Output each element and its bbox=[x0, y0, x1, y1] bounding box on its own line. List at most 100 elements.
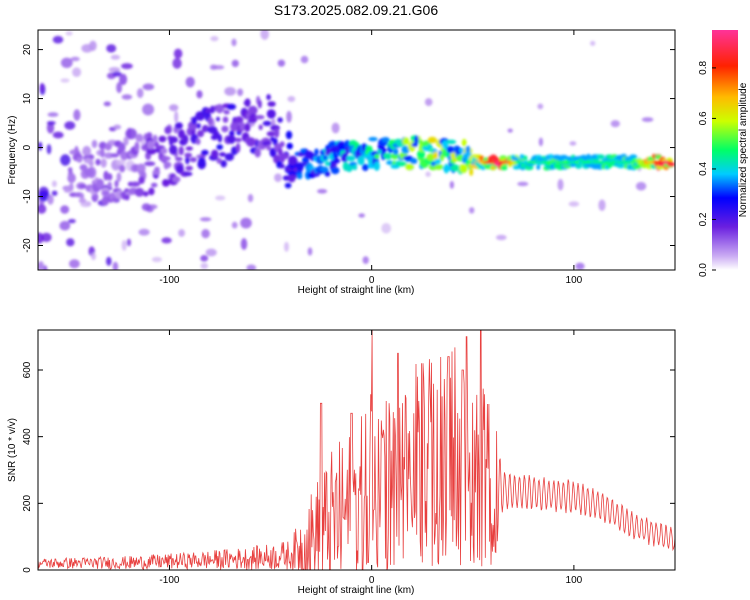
x-tick-label: 100 bbox=[566, 275, 583, 286]
spectral-ridge-blob bbox=[288, 155, 298, 166]
spectral-ridge-blob bbox=[185, 156, 190, 165]
spectral-ridge-blob bbox=[82, 145, 91, 156]
spectral-noise-blob bbox=[121, 94, 133, 100]
spectral-noise-blob bbox=[142, 103, 155, 116]
spectral-ridge-blob bbox=[285, 130, 293, 140]
spectral-ridge-blob bbox=[100, 158, 107, 168]
spectral-noise-blob bbox=[200, 254, 209, 262]
spectral-ridge-blob bbox=[296, 173, 303, 180]
spectral-ridge-blob bbox=[300, 148, 306, 153]
spectral-noise-blob bbox=[231, 59, 239, 68]
spectral-noise-blob bbox=[103, 101, 112, 107]
spectral-noise-blob bbox=[106, 256, 112, 266]
spectral-ridge-blob bbox=[216, 116, 220, 122]
spectral-noise-blob bbox=[610, 120, 620, 128]
x-tick-label: -100 bbox=[159, 575, 179, 586]
spectral-ridge-blob bbox=[616, 163, 626, 169]
spectral-ridge-blob bbox=[123, 136, 129, 146]
spectral-noise-blob bbox=[274, 173, 282, 182]
spectral-noise-blob bbox=[425, 171, 431, 177]
spectral-ridge-blob bbox=[500, 165, 508, 171]
spectral-noise-blob bbox=[231, 38, 237, 47]
spectral-ridge-blob bbox=[442, 165, 452, 172]
spectral-ridge-blob bbox=[322, 155, 328, 161]
spectral-noise-blob bbox=[142, 83, 155, 91]
spectrogram-frame bbox=[37, 29, 676, 271]
spectral-noise-blob bbox=[38, 141, 43, 151]
spectral-noise-blob bbox=[424, 98, 433, 107]
y-tick-label: 400 bbox=[22, 428, 33, 445]
spectral-ridge-blob bbox=[381, 147, 387, 154]
spectral-ridge-blob bbox=[266, 94, 271, 101]
spectral-ridge-blob bbox=[143, 191, 149, 197]
spectral-ridge-blob bbox=[150, 182, 158, 188]
spectral-ridge-blob bbox=[222, 116, 229, 123]
spectral-ridge-blob bbox=[401, 145, 410, 154]
colorbar-tick-label: 0.8 bbox=[698, 61, 709, 75]
spectral-ridge-blob bbox=[523, 155, 528, 161]
spectral-ridge-blob bbox=[154, 166, 160, 172]
spectral-ridge-blob bbox=[234, 116, 244, 124]
spectral-noise-blob bbox=[38, 232, 44, 244]
spectral-ridge-blob bbox=[98, 141, 106, 150]
spectral-noise-blob bbox=[121, 63, 133, 70]
spectral-noise-blob bbox=[247, 194, 254, 203]
spectral-noise-blob bbox=[136, 88, 144, 99]
spectral-ridge-blob bbox=[172, 176, 181, 183]
spectral-ridge-blob bbox=[403, 155, 413, 161]
spectral-ridge-blob bbox=[184, 152, 192, 158]
spectral-noise-blob bbox=[240, 217, 252, 229]
spectral-noise-blob bbox=[106, 44, 117, 53]
spectral-ridge-blob bbox=[446, 146, 455, 154]
spectral-ridge-blob bbox=[111, 197, 118, 202]
spectral-noise-blob bbox=[72, 67, 82, 77]
spectral-ridge-blob bbox=[117, 142, 126, 153]
spectral-noise-blob bbox=[43, 265, 48, 270]
spectral-noise-blob bbox=[52, 35, 64, 44]
spectral-ridge-blob bbox=[95, 178, 104, 189]
spectral-noise-blob bbox=[81, 44, 93, 53]
spectral-ridge-blob bbox=[344, 140, 351, 150]
spectral-ridge-blob bbox=[409, 157, 418, 165]
spectral-noise-blob bbox=[108, 67, 121, 73]
spectral-ridge-blob bbox=[78, 184, 87, 189]
spectral-ridge-blob bbox=[130, 181, 141, 187]
spectral-ridge-blob bbox=[433, 164, 444, 170]
spectral-noise-blob bbox=[200, 262, 209, 270]
spectral-noise-blob bbox=[246, 264, 257, 270]
spectral-noise-blob bbox=[39, 82, 45, 92]
y-tick-label: 600 bbox=[22, 361, 33, 378]
spectral-core-blob bbox=[667, 160, 673, 164]
y-tick-label: 0 bbox=[22, 567, 33, 573]
spectral-ridge-blob bbox=[373, 161, 380, 171]
spectral-noise-blob bbox=[46, 121, 56, 125]
spectral-ridge-blob bbox=[308, 165, 315, 171]
spectral-ridge-blob bbox=[434, 158, 441, 165]
colorbar-ticks: 0.0 0.2 0.4 0.6 0.8 bbox=[698, 61, 716, 277]
spectral-noise-blob bbox=[205, 248, 217, 257]
spectral-noise-blob bbox=[112, 71, 122, 77]
spectral-noise-blob bbox=[64, 121, 76, 130]
spectral-ridge-blob bbox=[446, 139, 457, 145]
spectral-ridge-blob bbox=[243, 100, 251, 106]
spectral-ridge-blob bbox=[216, 144, 223, 150]
spectral-noise-blob bbox=[568, 201, 580, 207]
spectral-noise-blob bbox=[557, 178, 564, 191]
spectral-ridge-blob bbox=[230, 122, 240, 132]
spectral-noise-blob bbox=[381, 223, 392, 234]
spectral-noise-blob bbox=[151, 256, 162, 263]
spectral-noise-blob bbox=[126, 127, 132, 139]
spectral-ridge-blob bbox=[209, 105, 216, 114]
spectral-ridge-blob bbox=[235, 143, 241, 153]
spectral-ridge-blob bbox=[374, 153, 380, 159]
spectral-ridge-blob bbox=[152, 134, 158, 143]
spectral-ridge-blob bbox=[239, 123, 247, 131]
spectral-ridge-blob bbox=[341, 152, 349, 163]
snr-x-label: Height of straight line (km) bbox=[298, 585, 415, 596]
spectral-ridge-blob bbox=[84, 168, 94, 177]
spectral-ridge-blob bbox=[175, 164, 184, 174]
spectral-noise-blob bbox=[277, 59, 286, 67]
spectral-ridge-blob bbox=[134, 141, 140, 152]
colorbar-tick-label: 0.4 bbox=[698, 162, 709, 176]
